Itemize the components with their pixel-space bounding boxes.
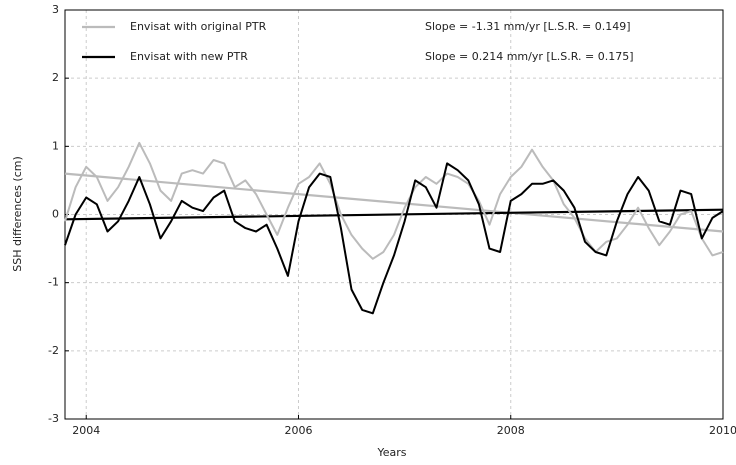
y-axis-label: SSH differences (cm): [11, 156, 24, 272]
x-tick-label: 2004: [72, 424, 100, 437]
trend-line: [64, 208, 724, 221]
plot-frame: [64, 9, 724, 420]
y-tick-label: 1: [52, 139, 59, 152]
y-tick-label: 3: [52, 3, 59, 16]
series-line: [64, 141, 724, 260]
trend-line: [64, 172, 724, 233]
x-tick-label: 2010: [709, 424, 736, 437]
y-tick-label: -1: [48, 276, 59, 289]
x-tick-label: 2008: [497, 424, 525, 437]
legend-label: Envisat with original PTR: [130, 20, 267, 33]
y-tick-label: 2: [52, 71, 59, 84]
x-axis-label: Years: [376, 446, 406, 459]
y-tick-label: 0: [52, 208, 59, 221]
annotation: Slope = 0.214 mm/yr [L.S.R. = 0.175]: [425, 50, 634, 63]
y-tick-label: -3: [48, 412, 59, 425]
x-tick-label: 2006: [284, 424, 312, 437]
annotation: Slope = -1.31 mm/yr [L.S.R. = 0.149]: [425, 20, 631, 33]
legend-label: Envisat with new PTR: [130, 50, 248, 63]
y-tick-label: -2: [48, 344, 59, 357]
series-line: [64, 162, 724, 315]
